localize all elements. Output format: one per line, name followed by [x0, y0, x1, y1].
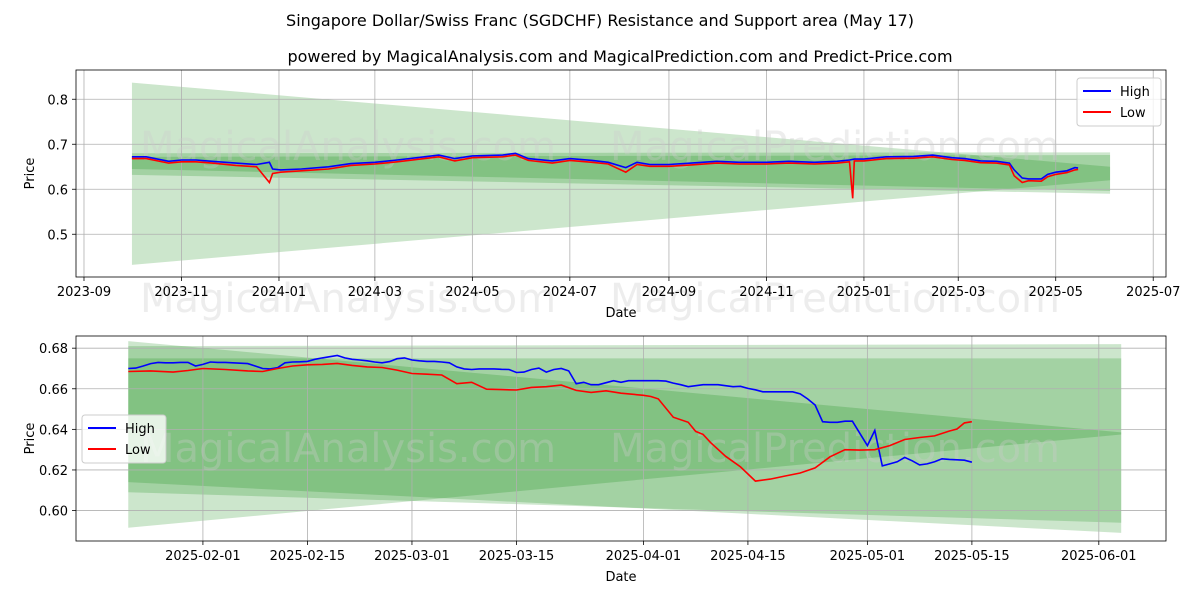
legend: High Low	[81, 414, 167, 464]
series-lines	[128, 354, 973, 482]
y-axis-label: Price	[23, 423, 38, 455]
x-tick-label: 2025-03-15	[479, 549, 555, 564]
series-high-line	[131, 152, 1079, 180]
y-tick-label: 0.60	[39, 505, 68, 520]
legend: High Low	[1076, 77, 1162, 127]
y-tick-label: 0.64	[39, 423, 68, 438]
x-tick-label: 2025-04-01	[606, 549, 682, 564]
x-tick-label: 2024-03	[348, 285, 402, 300]
y-tick-label: 0.68	[39, 342, 68, 357]
y-axis-label: Price	[23, 158, 38, 190]
legend-label-high: High	[125, 422, 155, 437]
x-tick-label: 2024-11	[739, 285, 793, 300]
band-2	[128, 344, 1122, 533]
x-axis-label: Date	[605, 306, 636, 321]
support-resistance-bands	[131, 82, 1111, 265]
watermark-right: MagicalPrediction.com	[610, 426, 1060, 472]
x-tick-label: 2024-09	[642, 285, 696, 300]
chart-subtitle: powered by MagicalAnalysis.com and Magic…	[287, 47, 952, 66]
band-3	[128, 358, 1122, 523]
series-low-line	[131, 154, 1079, 199]
x-tick-label: 2025-06-01	[1061, 549, 1137, 564]
legend-label-low: Low	[1120, 106, 1146, 121]
x-tick-label: 2025-03-01	[374, 549, 450, 564]
x-tick-label: 2025-03	[931, 285, 985, 300]
x-tick-label: 2025-04-15	[710, 549, 786, 564]
y-tick-label: 0.6	[47, 183, 68, 198]
bottom-panel: MagicalAnalysis.com MagicalPrediction.com…	[23, 335, 1167, 585]
x-tick-label: 2025-05-01	[830, 549, 906, 564]
series-low-line	[128, 362, 973, 482]
x-tick-label: 2025-07	[1126, 285, 1180, 300]
y-tick-label: 0.62	[39, 464, 68, 479]
x-tick-label: 2025-02-15	[270, 549, 346, 564]
x-axis-label: Date	[605, 570, 636, 585]
plot-frame	[75, 335, 1167, 542]
x-tick-label: 2023-09	[57, 285, 111, 300]
legend-label-low: Low	[125, 443, 151, 458]
y-tick-label: 0.8	[47, 93, 68, 108]
y-tick-label: 0.5	[47, 228, 68, 243]
top-panel: MagicalAnalysis.com MagicalPrediction.com…	[23, 69, 1180, 322]
x-tick-label: 2025-05-15	[934, 549, 1010, 564]
y-tick-label: 0.66	[39, 383, 68, 398]
series-high-line	[128, 354, 973, 467]
x-tick-label: 2025-01	[837, 285, 891, 300]
x-tick-label: 2023-11	[154, 285, 208, 300]
grid	[76, 336, 1166, 541]
band-1	[128, 341, 1122, 528]
x-tick-label: 2024-05	[445, 285, 499, 300]
band-1	[131, 82, 1111, 265]
watermark-left: MagicalAnalysis.com	[140, 426, 556, 472]
series-lines	[131, 152, 1079, 199]
x-tick-label: 2025-05	[1029, 285, 1083, 300]
x-tick-label: 2024-07	[543, 285, 597, 300]
chart-title: Singapore Dollar/Swiss Franc (SGDCHF) Re…	[286, 11, 914, 30]
watermark-right: MagicalPrediction.com	[610, 276, 1060, 322]
y-tick-label: 0.7	[47, 138, 68, 153]
support-resistance-bands	[128, 341, 1122, 533]
x-tick-label: 2024-01	[252, 285, 306, 300]
watermark-left: MagicalAnalysis.com	[140, 276, 556, 322]
x-tick-label: 2025-02-01	[165, 549, 241, 564]
grid	[76, 70, 1166, 277]
legend-label-high: High	[1120, 85, 1150, 100]
plot-frame	[75, 69, 1167, 278]
